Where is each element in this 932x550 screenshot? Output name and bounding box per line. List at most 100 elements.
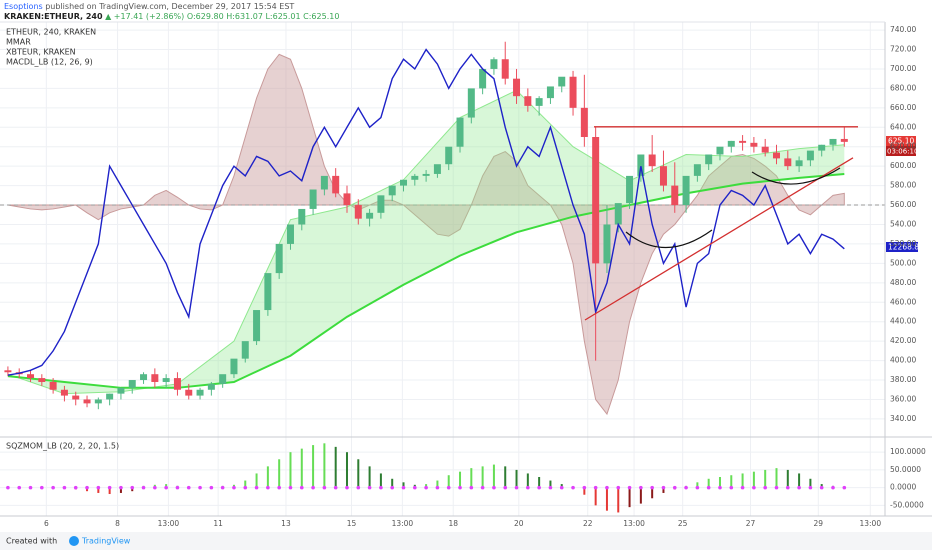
squeeze-dot [808, 485, 813, 490]
squeeze-dot [401, 485, 406, 490]
candle-body [603, 224, 611, 264]
candle-body [354, 205, 362, 219]
brand[interactable]: TradingView [81, 537, 131, 546]
momentum-bar [108, 487, 111, 495]
y-tick-label: 500.00 [890, 258, 916, 267]
x-tick-label: 22 [583, 519, 593, 528]
y-tick-label: 420.00 [890, 336, 916, 345]
y-tick-label: -50.0000 [890, 500, 924, 509]
squeeze-dot [153, 485, 157, 490]
squeeze-dot [186, 485, 191, 490]
momentum-bar [538, 477, 541, 488]
momentum-bar [628, 487, 631, 508]
trend-line [584, 157, 854, 321]
published: published on TradingView.com, December 2… [43, 2, 295, 11]
candle-body [286, 224, 294, 244]
candle-body [467, 88, 475, 118]
squeeze-dot [503, 485, 508, 490]
squeeze-dot [367, 485, 372, 490]
countdown-box [886, 146, 916, 156]
candle-body [309, 189, 317, 209]
squeeze-dot [695, 485, 700, 490]
x-tick-label: 13:00 [158, 519, 180, 528]
momentum-bar [470, 468, 473, 488]
x-tick-label: 13:00 [859, 519, 881, 528]
momentum-bar [379, 473, 382, 488]
momentum-bar [492, 464, 495, 488]
author[interactable]: Esoptions [4, 2, 43, 11]
candle-body [185, 389, 193, 396]
candle-body [151, 374, 159, 382]
momentum-bar [368, 466, 371, 488]
y-tick-label: 380.00 [890, 375, 916, 384]
candle-body [49, 381, 57, 390]
squeeze-dot [390, 485, 395, 490]
candle-body [320, 175, 328, 190]
momentum-bar [278, 459, 281, 488]
candle-body [818, 144, 826, 151]
candle-body [840, 138, 848, 142]
candle-body [433, 164, 441, 174]
momentum-bar [583, 487, 586, 495]
x-tick-label: 8 [115, 519, 120, 528]
momentum-bar [798, 473, 801, 488]
squeeze-dot [492, 485, 496, 490]
squeeze-dot [785, 485, 790, 490]
candle-body [829, 138, 837, 145]
y-tick-label: 660.00 [890, 103, 916, 112]
candle-body [535, 98, 543, 106]
momentum-bar [741, 473, 744, 488]
squeeze-dot [198, 485, 202, 490]
squeeze-dot [842, 485, 847, 490]
squeeze-dot [752, 485, 756, 490]
squeeze-dot [526, 485, 530, 490]
candle-body [479, 68, 487, 89]
candle-body [614, 203, 622, 225]
squeeze-dot [650, 485, 654, 490]
y-tick-label: 340.00 [890, 414, 916, 423]
y-tick-label: 740.00 [890, 25, 916, 34]
candle-body [83, 399, 91, 404]
momentum-bar [605, 487, 608, 511]
candle-body [72, 395, 80, 400]
last-price-box [886, 136, 916, 146]
momentum-bar [436, 480, 439, 488]
squeeze-dot [763, 485, 767, 490]
momentum-bar [402, 482, 405, 488]
squeeze-dot [220, 485, 225, 490]
legend-item: XBTEUR, KRAKEN [6, 48, 76, 57]
y-tick-label: 0.0000 [890, 483, 916, 492]
squeeze-dot [333, 485, 338, 490]
squeeze-dot [232, 485, 236, 490]
squeeze-dot [639, 485, 643, 490]
candle-body [275, 243, 283, 274]
candle-body [173, 378, 181, 390]
momentum-bar [481, 466, 484, 488]
y-tick-label: 600.00 [890, 161, 916, 170]
x-tick-label: 6 [44, 519, 49, 528]
legend-item: MMAR [6, 38, 31, 47]
moving-average [7, 172, 845, 389]
squeeze-dot [571, 485, 575, 490]
candle-body [207, 383, 215, 390]
momentum-bar [515, 469, 518, 488]
squeeze-dot [729, 485, 734, 490]
momentum-bar [718, 477, 721, 488]
candle-body [388, 185, 396, 196]
squeeze-dot [119, 485, 123, 490]
squeeze-dot [164, 485, 168, 490]
candle-body [772, 152, 780, 159]
squeeze-dot [469, 485, 474, 490]
squeeze-dot [311, 485, 315, 490]
ohlc: O:629.80 H:631.07 L:625.01 C:625.10 [184, 12, 339, 21]
candle-body [716, 146, 724, 155]
candle-body [366, 212, 374, 219]
candle-body [682, 175, 690, 206]
momentum-bar [459, 471, 462, 488]
y-tick-label: 360.00 [890, 394, 916, 403]
squeeze-dot [684, 485, 688, 490]
squeeze-dot [288, 485, 293, 490]
momentum-bar [639, 487, 642, 504]
momentum-bar [334, 446, 337, 488]
candle-body [128, 380, 136, 388]
